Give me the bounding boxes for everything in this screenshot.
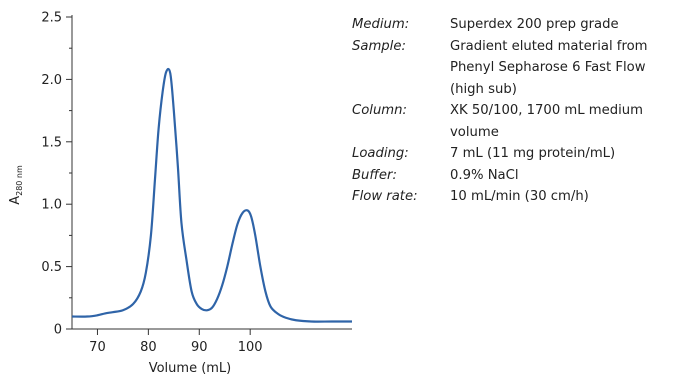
info-row: Column: XK 50/100, 1700 mL medium volume	[352, 100, 674, 143]
y-axis-label-subscript: 280 nm	[15, 165, 24, 196]
info-value: 7 mL (11 mg protein/mL)	[450, 143, 674, 165]
info-value-line: 7 mL (11 mg protein/mL)	[450, 146, 616, 161]
info-key: Sample:	[352, 38, 406, 54]
info-value-line: Gradient eluted material from	[450, 38, 648, 54]
info-value-line: (high sub)	[450, 81, 517, 97]
y-axis-label-main: A	[8, 196, 23, 205]
info-key: Flow rate:	[352, 189, 418, 204]
info-value-line: Superdex 200 prep grade	[450, 17, 619, 32]
y-tick-label: 0.5	[41, 260, 62, 275]
info-key: Medium:	[352, 17, 410, 32]
x-axis-label: Volume (mL)	[149, 361, 232, 375]
info-value-line: Phenyl Sepharose 6 Fast Flow	[450, 60, 646, 75]
info-row: Flow rate: 10 mL/min (30 cm/h)	[352, 186, 674, 208]
info-value: XK 50/100, 1700 mL medium volume	[450, 100, 674, 143]
info-key: Buffer:	[352, 167, 397, 183]
y-tick-label: 2.5	[41, 11, 62, 26]
x-tick-label: 70	[89, 340, 106, 355]
info-row: Sample: Gradient eluted material from Phen…	[352, 36, 674, 101]
experiment-details: Medium: Superdex 200 prep grade Sample: Gra…	[352, 14, 674, 208]
info-value: 0.9% NaCl	[450, 165, 674, 187]
axes	[71, 15, 352, 330]
ticks: 0 0.5 1.0 1.5 2.0 2.5 70 80 90 100	[41, 11, 262, 356]
x-tick-label: 90	[191, 340, 208, 355]
y-tick-label: 0	[54, 323, 62, 338]
info-value-line: XK 50/100, 1700 mL medium	[450, 103, 643, 118]
info-key: Loading:	[352, 146, 409, 161]
info-value-line: volume	[450, 124, 499, 140]
info-value: Gradient eluted material from Phenyl Seph…	[450, 36, 674, 101]
y-tick-label: 1.5	[41, 135, 62, 150]
x-tick-label: 80	[140, 340, 157, 355]
info-row: Buffer: 0.9% NaCl	[352, 165, 674, 187]
y-tick-label: 2.0	[41, 73, 62, 88]
info-row: Medium: Superdex 200 prep grade	[352, 14, 674, 36]
x-tick-label: 100	[238, 340, 263, 355]
info-value: Superdex 200 prep grade	[450, 14, 674, 36]
info-key: Column:	[352, 103, 407, 118]
y-axis-label: A280 nm	[8, 165, 24, 205]
y-tick-label: 1.0	[41, 198, 62, 213]
series-line-absorbance	[71, 67, 352, 323]
info-value-line: 0.9% NaCl	[450, 167, 519, 183]
info-row: Loading: 7 mL (11 mg protein/mL)	[352, 143, 674, 165]
info-value: 10 mL/min (30 cm/h)	[450, 186, 674, 208]
info-value-line: 10 mL/min (30 cm/h)	[450, 189, 589, 204]
